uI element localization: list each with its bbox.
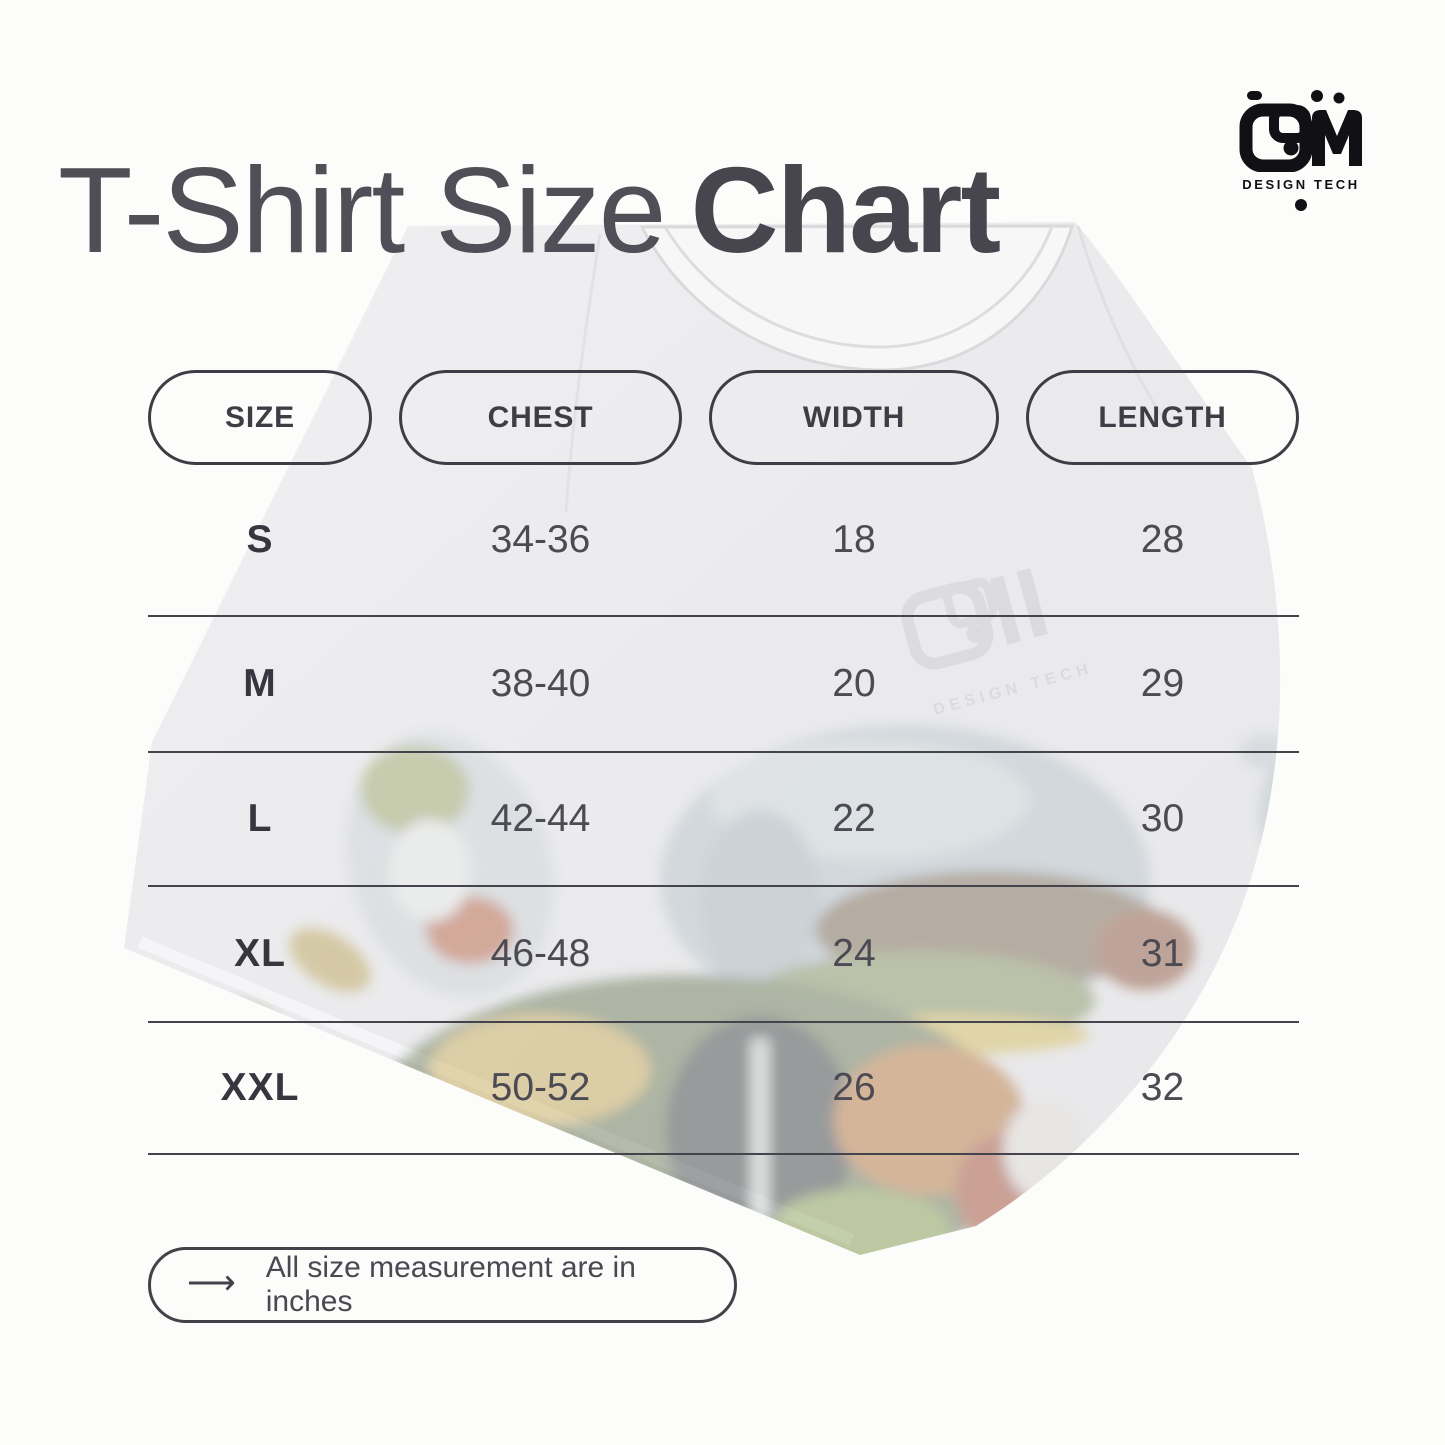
- length-cell: 31: [1140, 932, 1185, 975]
- width-cell: 24: [832, 932, 876, 975]
- size-cell: M: [243, 662, 277, 705]
- chest-cell: 42-44: [490, 797, 591, 840]
- page-title: T-Shirt Size Chart: [58, 146, 1001, 274]
- width-cell: 20: [832, 662, 876, 705]
- table-row: L 42-44 22 30: [148, 753, 1299, 887]
- table-row: S 34-36 18 28: [148, 465, 1299, 617]
- length-cell: 30: [1140, 797, 1185, 840]
- table-row: XXL 50-52 26 32: [148, 1023, 1299, 1155]
- size-cell: XXL: [220, 1066, 300, 1109]
- gdm-logo-icon: [1239, 90, 1362, 172]
- chest-cell: 50-52: [490, 1066, 591, 1109]
- size-cell: XL: [234, 932, 286, 975]
- fold-line-left: [564, 233, 602, 513]
- table-header-row: SIZE CHEST WIDTH LENGTH: [148, 370, 1299, 465]
- logo-bottom-dot: [1295, 199, 1307, 211]
- brand-logo: DESIGN TECH: [1236, 88, 1366, 211]
- chest-cell: 38-40: [490, 662, 591, 705]
- table-row: XL 46-48 24 31: [148, 887, 1299, 1023]
- size-table: SIZE CHEST WIDTH LENGTH S 34-36 18 28 M …: [148, 370, 1299, 1155]
- length-cell: 28: [1140, 518, 1185, 561]
- right-arrow-icon: ⟶: [187, 1264, 236, 1302]
- logo-tagline: DESIGN TECH: [1242, 177, 1360, 192]
- size-cell: S: [246, 518, 274, 561]
- header-pill-chest: CHEST: [399, 370, 682, 465]
- measurement-note-text: All size measurement are in inches: [265, 1251, 636, 1318]
- header-pill-size: SIZE: [148, 370, 372, 465]
- chest-cell: 46-48: [490, 932, 591, 975]
- fold-line-right: [1076, 225, 1167, 423]
- width-cell: 18: [832, 518, 876, 561]
- title-bold: Chart: [690, 141, 1002, 278]
- chest-cell: 34-36: [490, 518, 591, 561]
- tshirt-collar-seam: [663, 225, 1054, 349]
- length-cell: 32: [1140, 1066, 1185, 1109]
- size-cell: L: [247, 797, 273, 840]
- header-pill-width: WIDTH: [709, 370, 999, 465]
- width-cell: 26: [832, 1066, 876, 1109]
- width-cell: 22: [832, 797, 876, 840]
- measurement-note: ⟶ All size measurement are in inches: [148, 1247, 737, 1323]
- length-cell: 29: [1140, 662, 1185, 705]
- title-regular: T-Shirt Size: [58, 141, 666, 278]
- table-row: M 38-40 20 29: [148, 617, 1299, 753]
- header-pill-length: LENGTH: [1026, 370, 1299, 465]
